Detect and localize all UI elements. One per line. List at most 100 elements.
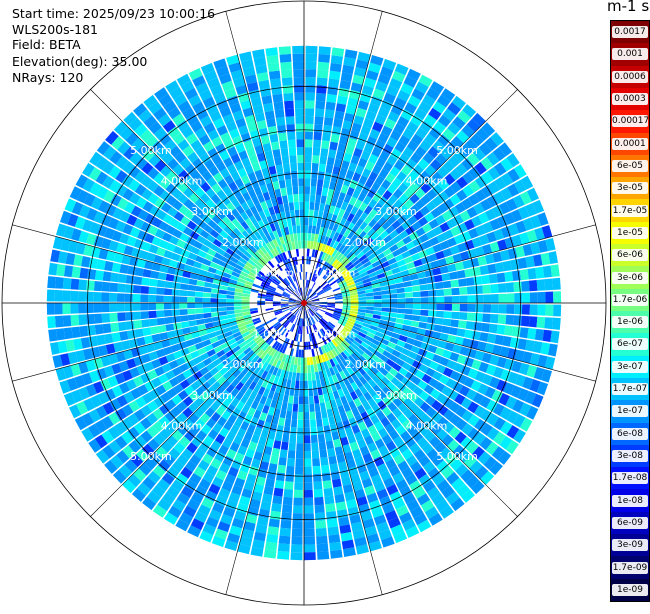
- range-bin-cell: [307, 365, 311, 373]
- range-bin-cell: [125, 303, 133, 311]
- range-bin-cell: [434, 275, 443, 283]
- range-bin-cell: [187, 297, 195, 302]
- range-ring-label: 2.00km: [344, 358, 386, 371]
- range-bin-cell: [196, 319, 205, 325]
- range-bin-cell: [172, 289, 180, 296]
- range-bin-cell: [521, 316, 530, 327]
- range-bin-cell: [331, 471, 340, 480]
- range-bin-cell: [319, 442, 327, 451]
- range-bin-cell: [289, 443, 296, 451]
- range-bin-cell: [315, 195, 321, 203]
- range-bin-cell: [305, 178, 311, 186]
- range-bin-cell: [293, 396, 298, 404]
- colorbar-tick-label: 1.7e-09: [612, 562, 648, 574]
- range-bin-cell: [513, 315, 522, 326]
- range-bin-cell: [94, 314, 102, 324]
- range-ring-label: 1.00km: [253, 266, 295, 279]
- range-bin-cell: [322, 133, 331, 142]
- range-bin-cell: [474, 276, 483, 285]
- range-bin-cell: [195, 308, 203, 313]
- range-bin-cell: [359, 303, 367, 306]
- range-bin-cell: [397, 304, 405, 309]
- range-bin-cell: [304, 474, 312, 482]
- range-bin-cell: [382, 295, 390, 299]
- range-bin-cell: [148, 287, 156, 295]
- range-bin-cell: [269, 519, 280, 528]
- range-bin-cell: [298, 350, 301, 358]
- range-bin-cell: [293, 194, 298, 202]
- range-bin-cell: [374, 307, 382, 311]
- range-bin-cell: [293, 186, 299, 194]
- range-bin-cell: [323, 480, 332, 489]
- range-bin-cell: [310, 186, 316, 194]
- range-bin-cell: [530, 292, 538, 303]
- range-bin-cell: [242, 306, 250, 309]
- range-bin-cell: [326, 511, 337, 520]
- range-bin-cell: [296, 249, 299, 257]
- range-bin-cell: [317, 70, 328, 79]
- range-bin-cell: [315, 101, 325, 110]
- range-bin-cell: [172, 296, 180, 302]
- range-bin-cell: [293, 498, 302, 506]
- range-bin-cell: [268, 463, 277, 472]
- range-bin-cell: [313, 474, 322, 482]
- range-bin-cell: [159, 332, 168, 340]
- range-bin-cell: [327, 519, 338, 528]
- range-bin-cell: [305, 108, 314, 116]
- range-bin-cell: [366, 293, 374, 297]
- range-bin-cell: [269, 166, 277, 175]
- range-bin-cell: [47, 276, 56, 288]
- range-bin-cell: [330, 463, 339, 472]
- range-bin-cell: [397, 293, 405, 298]
- range-bin-cell: [309, 396, 314, 404]
- range-bin-cell: [266, 308, 274, 311]
- range-bin-cell: [305, 217, 309, 225]
- range-bin-cell: [284, 101, 294, 110]
- range-bin-cell: [219, 290, 227, 295]
- range-bin-cell: [405, 292, 413, 297]
- range-bin-cell: [291, 171, 298, 179]
- range-bin-cell: [196, 280, 205, 286]
- range-bin-cell: [271, 173, 279, 182]
- range-bin-cell: [315, 411, 321, 419]
- range-bin-cell: [288, 450, 296, 458]
- range-bin-cell: [310, 202, 315, 210]
- range-ring-label: 3.00km: [375, 205, 417, 218]
- range-ring-label: 3.00km: [375, 389, 417, 402]
- range-bin-cell: [272, 448, 280, 457]
- range-bin-cell: [419, 278, 428, 285]
- range-bin-cell: [458, 278, 467, 286]
- range-bin-cell: [173, 276, 182, 283]
- range-bin-cell: [304, 420, 310, 428]
- range-bin-cell: [285, 179, 292, 187]
- range-bin-cell: [72, 327, 81, 339]
- range-bin-cell: [314, 124, 323, 133]
- range-bin-cell: [275, 109, 285, 118]
- range-bin-cell: [305, 147, 312, 155]
- range-bin-cell: [295, 116, 304, 124]
- range-bin-cell: [309, 404, 314, 412]
- range-bin-cell: [278, 417, 285, 426]
- range-bin-cell: [280, 520, 291, 529]
- range-bin-cell: [326, 165, 334, 174]
- range-bin-cell: [359, 300, 367, 303]
- range-bin-cell: [366, 300, 374, 303]
- range-bin-cell: [316, 187, 322, 195]
- range-bin-cell: [467, 286, 475, 294]
- range-bin-cell: [320, 402, 326, 411]
- range-bin-cell: [467, 313, 475, 321]
- range-bin-cell: [315, 109, 324, 118]
- range-bin-cell: [127, 266, 136, 275]
- range-bin-cell: [293, 69, 304, 77]
- range-bin-cell: [48, 263, 57, 276]
- range-bin-cell: [464, 268, 473, 277]
- range-bin-cell: [278, 457, 286, 466]
- range-bin-cell: [318, 309, 326, 313]
- range-bin-cell: [272, 94, 282, 103]
- range-bin-cell: [325, 109, 335, 118]
- range-bin-cell: [441, 273, 450, 281]
- range-bin-cell: [299, 202, 304, 210]
- range-bin-cell: [295, 474, 303, 482]
- range-bin-cell: [530, 304, 538, 315]
